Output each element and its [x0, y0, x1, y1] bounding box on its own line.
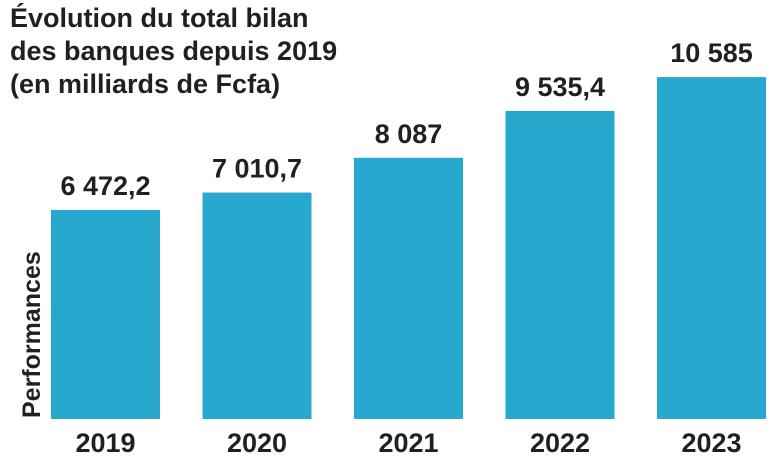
- value-label-2023: 10 585: [670, 38, 753, 68]
- category-label-2021: 2021: [378, 428, 438, 458]
- side-label: Performances: [18, 251, 46, 418]
- chart-title: Évolution du total bilan des banques dep…: [10, 2, 337, 99]
- bar-2021: [354, 157, 463, 419]
- value-labels-group: 6 472,2 7 010,7 8 087 9 535,4 10 585: [60, 38, 752, 201]
- bar-2020: [202, 192, 312, 419]
- value-label-2019: 6 472,2: [60, 171, 150, 201]
- category-label-2022: 2022: [530, 428, 590, 458]
- category-labels-group: 2019 2020 2021 2022 2023: [75, 428, 741, 458]
- category-label-2023: 2023: [681, 428, 741, 458]
- bar-2019: [51, 209, 160, 419]
- bar-2023: [657, 77, 766, 420]
- chart-title-line-1: Évolution du total bilan: [10, 2, 308, 33]
- bar-2022: [505, 111, 615, 419]
- value-label-2022: 9 535,4: [515, 72, 605, 102]
- chart-title-line-3: (en milliards de Fcfa): [10, 69, 280, 99]
- bars-group: [51, 77, 766, 420]
- category-label-2020: 2020: [227, 428, 287, 458]
- category-label-2019: 2019: [75, 428, 135, 458]
- value-label-2020: 7 010,7: [212, 154, 302, 184]
- chart-title-line-2: des banques depuis 2019: [10, 36, 337, 66]
- value-label-2021: 8 087: [375, 119, 443, 149]
